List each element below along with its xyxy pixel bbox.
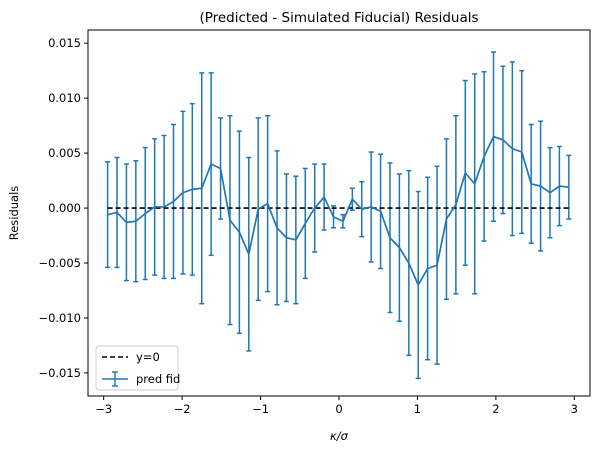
legend-series-label: pred fid [136,372,180,386]
legend: y=0 pred fid [95,345,180,391]
x-tick-label: −1 [252,402,269,416]
x-tick-label: 3 [571,402,578,416]
error-bar [566,154,572,220]
y-axis-label: Residuals [7,186,21,241]
y-tick-label: −0.005 [38,256,81,270]
y-axis: −0.015 −0.010 −0.005 0.000 0.005 0.010 0.015 [38,36,88,380]
x-tick-label: 2 [492,402,499,416]
y-tick-label: 0.015 [48,36,81,50]
plot-area [105,51,572,380]
legend-series-swatch [102,371,128,387]
x-tick-label: −2 [174,402,191,416]
x-axis-label: κ/σ [330,429,349,443]
x-tick-label: 0 [335,402,342,416]
legend-reference-label: y=0 [136,350,160,364]
series-line [107,135,569,286]
y-tick-label: 0.005 [48,146,81,160]
y-tick-label: −0.010 [38,311,81,325]
x-tick-label: −3 [95,402,112,416]
chart-title: (Predicted - Simulated Fiducial) Residua… [199,10,478,26]
y-tick-label: 0.000 [48,201,81,215]
y-tick-label: −0.015 [38,366,81,380]
x-axis: −3 −2 −1 0 1 2 3 [95,396,578,416]
x-tick-label: 1 [414,402,421,416]
y-tick-label: 0.010 [48,91,81,105]
error-bar [105,161,111,269]
